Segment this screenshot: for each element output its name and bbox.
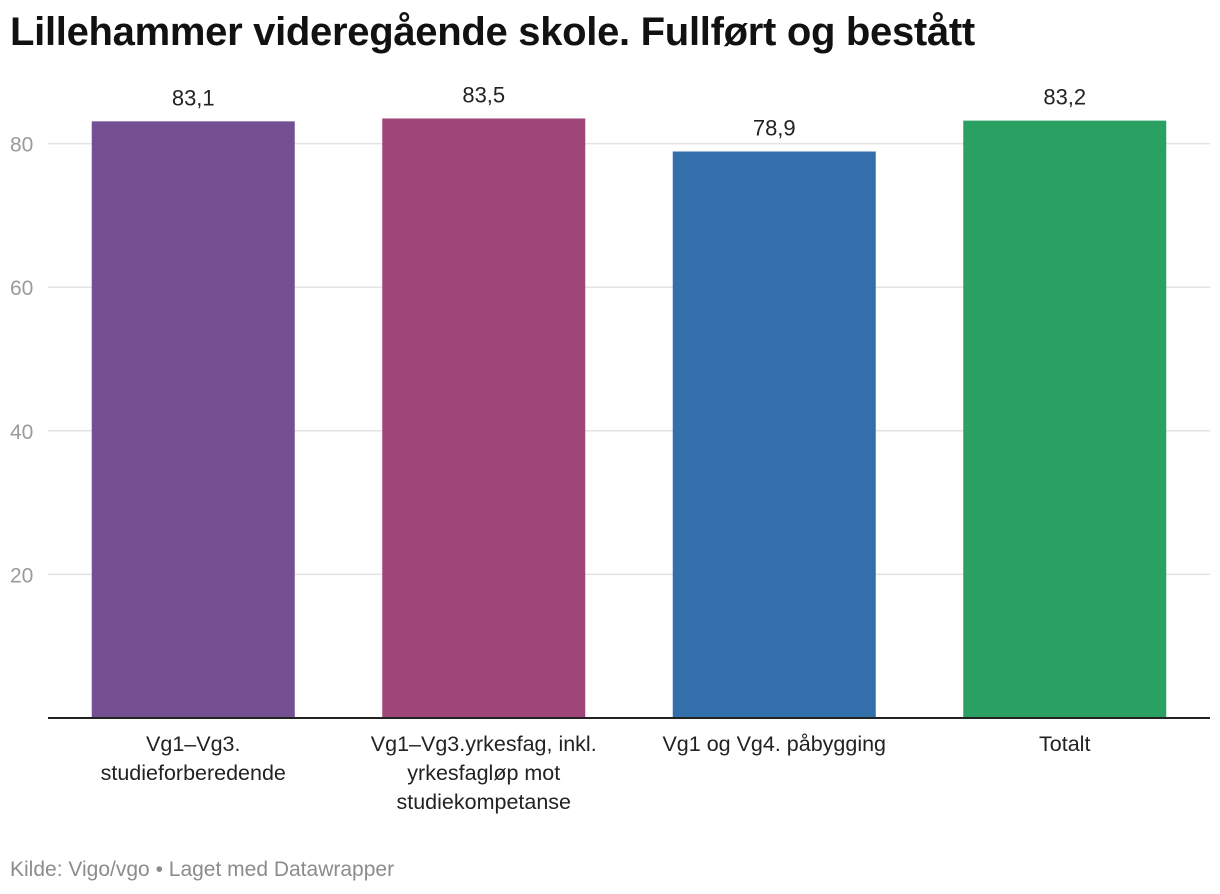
x-tick-label-line: Totalt (1039, 732, 1090, 756)
bar (963, 120, 1167, 718)
x-tick-label-line: studieforberedende (101, 761, 286, 785)
x-tick-label-line: Vg1–Vg3. (146, 732, 240, 756)
source-text: Kilde: Vigo/vgo (10, 858, 150, 881)
x-tick-label: Vg1 og Vg4. påbygging (662, 732, 886, 756)
x-tick-label-line: Vg1–Vg3.yrkesfag, inkl. (371, 732, 597, 756)
bar (382, 118, 586, 719)
x-tick-label: Totalt (1039, 732, 1090, 756)
data-label: 83,2 (1043, 85, 1086, 110)
bar (672, 151, 876, 719)
x-tick-label: Vg1–Vg3. studieforberedende (101, 732, 286, 785)
chart-footer: Kilde: Vigo/vgo • Laget med Datawrapper (10, 858, 394, 882)
y-tick-label: 40 (10, 421, 33, 444)
y-tick-label: 80 (10, 134, 33, 157)
chart-title: Lillehammer videregående skole. Fullført… (10, 10, 975, 54)
x-tick-label-line: yrkesfagløp mot (407, 761, 560, 785)
credit-text: Laget med Datawrapper (168, 858, 395, 881)
data-label: 83,5 (462, 82, 505, 107)
y-tick-label: 60 (10, 277, 33, 300)
x-tick-label-line: Vg1 og Vg4. påbygging (662, 732, 886, 756)
x-tick-label-line: studiekompetanse (397, 790, 572, 814)
data-label: 78,9 (753, 115, 796, 140)
data-label: 83,1 (172, 85, 215, 110)
x-tick-label: Vg1–Vg3.yrkesfag, inkl. yrkesfagløp mot st… (371, 732, 597, 814)
y-tick-label: 20 (10, 564, 33, 587)
bar (91, 121, 295, 719)
footer-separator: • (155, 858, 163, 881)
